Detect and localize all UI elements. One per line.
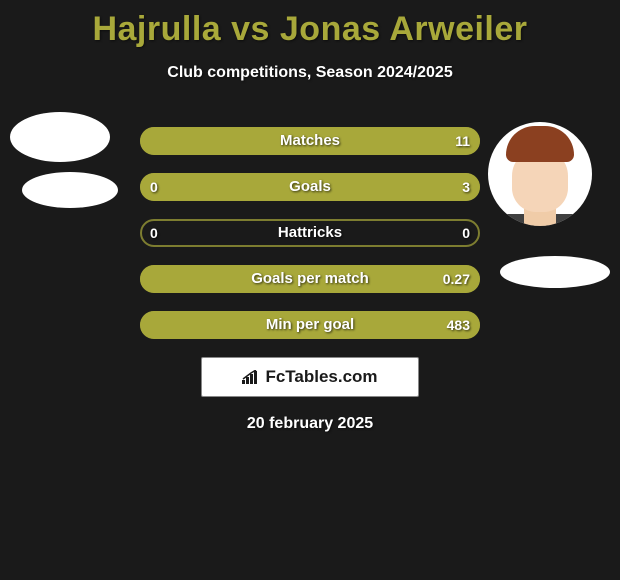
stat-label: Matches bbox=[140, 127, 480, 155]
chart-icon bbox=[242, 370, 260, 384]
player-left-avatar-shape-2 bbox=[22, 172, 118, 208]
stat-row: Min per goal 483 bbox=[140, 311, 480, 339]
player-face bbox=[488, 122, 592, 226]
stat-row: Matches 11 bbox=[140, 127, 480, 155]
site-logo[interactable]: FcTables.com bbox=[201, 357, 419, 397]
stat-right-value: 3 bbox=[462, 173, 470, 201]
stat-label: Min per goal bbox=[140, 311, 480, 339]
stat-right-value: 11 bbox=[455, 127, 470, 155]
date-label: 20 february 2025 bbox=[0, 415, 620, 433]
stat-right-value: 483 bbox=[447, 311, 470, 339]
face-hair bbox=[506, 126, 574, 162]
player-left-avatar-shape-1 bbox=[10, 112, 110, 162]
logo-text: FcTables.com bbox=[265, 367, 377, 387]
stat-row: 0 Goals 3 bbox=[140, 173, 480, 201]
stat-label: Goals bbox=[140, 173, 480, 201]
stat-label: Goals per match bbox=[140, 265, 480, 293]
stat-label: Hattricks bbox=[140, 219, 480, 247]
stat-row: Goals per match 0.27 bbox=[140, 265, 480, 293]
player-right-avatar bbox=[488, 122, 592, 226]
player-right-avatar-shape-2 bbox=[500, 256, 610, 288]
stat-right-value: 0.27 bbox=[443, 265, 470, 293]
comparison-title: Hajrulla vs Jonas Arweiler bbox=[0, 0, 620, 49]
stat-right-value: 0 bbox=[462, 219, 470, 247]
stat-row: 0 Hattricks 0 bbox=[140, 219, 480, 247]
subtitle: Club competitions, Season 2024/2025 bbox=[0, 64, 620, 82]
